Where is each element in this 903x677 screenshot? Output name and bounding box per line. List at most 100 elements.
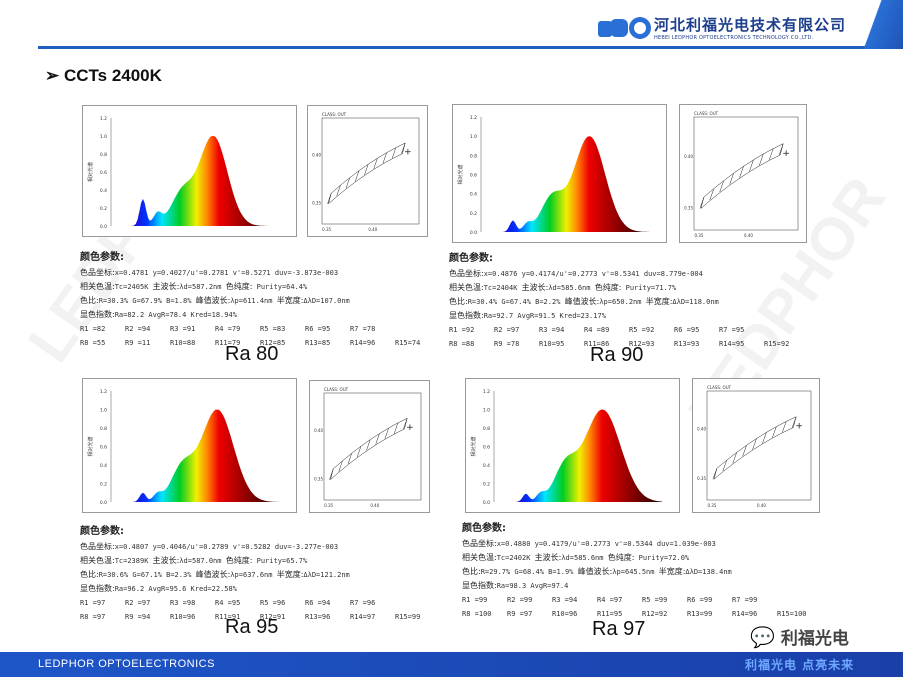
- param-label: 半宽度:: [658, 567, 686, 576]
- ra-label: Ra 90: [590, 344, 644, 366]
- x-tick-label: 0.40: [368, 227, 377, 232]
- bin-divider: [375, 433, 380, 445]
- cri-value: R6 =95: [305, 325, 331, 333]
- y-tick-label: 0.6: [470, 173, 477, 179]
- param-label: 色比:: [462, 567, 481, 576]
- param-value: R=29.7% G=68.4% B=1.9%: [480, 568, 578, 576]
- y-tick-label: 1.0: [100, 408, 107, 414]
- cri-value: R8 =55: [80, 339, 106, 347]
- cri-value: R7 =95: [719, 326, 745, 334]
- cri-value: R13=99: [687, 610, 713, 618]
- footer-slogan: 利福光电 点亮未来: [745, 658, 855, 672]
- spectrum-chart: 0.0 0.2 0.4 0.6 0.8 1.0 1.2 相对光谱: [82, 378, 297, 513]
- bin-divider: [752, 438, 757, 450]
- x-tick-label: 0.35: [694, 233, 703, 238]
- y-tick-label: 0.6: [483, 445, 490, 451]
- bin-divider: [338, 460, 343, 472]
- param-value: R=30.3% G=67.9% B=1.8%: [98, 297, 196, 305]
- param-value: ΔλD=107.0nm: [303, 297, 350, 305]
- cie-plot: CLASS: OUT 0.35 0.40 0.35 0.40 +: [314, 387, 422, 508]
- cri-line: 显色指数:Ra=96.2 AvgR=95.6 Kred=22.58%: [80, 582, 440, 596]
- y-tick-label: 0.40: [697, 427, 706, 432]
- ratio-line: 色比:R=30.4% G=67.4% B=2.2% 峰值波长:λp=650.2n…: [449, 295, 809, 309]
- header-decoration: [850, 0, 903, 49]
- cri-row: R1 =92 R2 =97 R3 =94 R4 =89 R5 =92 R6 =95 R7 =…: [449, 323, 809, 337]
- param-value: Purity=71.7%: [621, 284, 677, 292]
- y-tick-label: 0.40: [314, 428, 323, 433]
- ratio-line: 色比:R=30.6% G=67.1% B=2.3% 峰值波长:λp=637.6n…: [80, 568, 440, 582]
- param-value: λp=645.5nm: [612, 568, 659, 576]
- param-label: 显色指数:: [462, 581, 497, 590]
- y-tick-label: 0.8: [100, 152, 107, 158]
- param-value: Ra=98.3 AvgR=97.4: [496, 582, 569, 590]
- bin-divider: [373, 158, 378, 169]
- y-tick-label: 0.35: [697, 476, 706, 481]
- bin-divider: [329, 468, 334, 480]
- bin-divider: [782, 421, 787, 433]
- y-tick-label: 1.2: [470, 115, 477, 121]
- cie-chromaticity-chart: CLASS: OUT 0.35 0.40 0.35 0.40 +: [309, 380, 430, 513]
- param-value: Purity=72.0%: [634, 554, 690, 562]
- y-tick-label: 0.4: [483, 463, 490, 469]
- cri-value: R13=96: [305, 613, 331, 621]
- cri-value: R7 =99: [732, 596, 758, 604]
- param-label: 显色指数:: [449, 311, 484, 320]
- param-label: 峰值波长:: [195, 296, 231, 305]
- wechat-badge: 💬 利福光电: [750, 624, 849, 650]
- y-tick-label: 0.0: [483, 500, 490, 506]
- spectrum-curve: [498, 136, 650, 232]
- cri-row: R1 =99 R2 =99 R3 =94 R4 =97 R5 =99 R6 =99 R7 =…: [462, 593, 822, 607]
- cri-value: R9 =97: [507, 610, 533, 618]
- spectrum-chart: 0.0 0.2 0.4 0.6 0.8 1.0 1.2 相对光谱: [82, 105, 297, 237]
- param-label: 峰值波长:: [577, 567, 613, 576]
- cri-value: R2 =94: [125, 325, 151, 333]
- y-tick-label: 0.2: [483, 482, 490, 488]
- cie-chromaticity-chart: CLASS: OUT 0.35 0.40 0.35 0.40 +: [307, 105, 428, 237]
- y-tick-label: 1.0: [470, 134, 477, 140]
- wechat-icon: 💬: [750, 624, 775, 649]
- param-label: 色比:: [80, 296, 99, 305]
- param-value: ΔλD=118.0nm: [672, 298, 719, 306]
- bin-divider: [749, 159, 754, 172]
- spectrum-curve: [511, 409, 663, 502]
- cri-value: R10=96: [170, 613, 196, 621]
- x-tick-label: 0.35: [707, 503, 716, 508]
- param-value: x=0.4876 y=0.4174/u'=0.2773 v'=0.5341 du…: [483, 270, 703, 278]
- cie-class-label: CLASS: OUT: [322, 112, 347, 117]
- y-tick-label: 0.0: [100, 224, 107, 230]
- cri-value: R11=95: [597, 610, 623, 618]
- ra-label: Ra 95: [225, 616, 279, 638]
- param-label: 色品坐标:: [80, 268, 115, 277]
- param-label: 色比:: [449, 297, 468, 306]
- cri-value: R15=99: [395, 613, 421, 621]
- param-label: 半宽度:: [276, 296, 304, 305]
- cri-value: R11=91: [215, 613, 241, 621]
- y-tick-label: 1.2: [483, 389, 490, 395]
- bin-quadrangles: [328, 142, 406, 205]
- y-tick-label: 1.0: [100, 134, 107, 140]
- cri-value: R5 =99: [642, 596, 668, 604]
- param-label: 半宽度:: [276, 570, 304, 579]
- cri-value: R10=96: [552, 610, 578, 618]
- cri-value: R7 =96: [350, 599, 376, 607]
- footer-bar: LEDPHOR OPTOELECTRONICS 利福光电 点亮未来: [0, 652, 903, 677]
- cri-value: R12=91: [260, 613, 286, 621]
- bin-divider: [719, 180, 724, 193]
- y-tick-label: 0.6: [100, 445, 107, 451]
- cie-class-label: CLASS: OUT: [694, 111, 719, 116]
- cri-row: R1 =82 R2 =94 R3 =91 R4 =79 R5 =83 R6 =95 R7 =…: [80, 322, 440, 336]
- y-tick-label: 0.4: [100, 188, 107, 194]
- bin-divider: [772, 426, 777, 438]
- parameters-heading: 颜色参数:: [80, 252, 124, 263]
- cri-value: R9 =78: [494, 340, 520, 348]
- y-tick-label: 1.2: [100, 389, 107, 395]
- cie-class-label: CLASS: OUT: [324, 387, 349, 392]
- bin-divider: [336, 185, 341, 196]
- y-axis-label: 相对光谱: [457, 164, 464, 184]
- y-tick-label: 0.8: [470, 153, 477, 159]
- param-label: 显色指数:: [80, 310, 115, 319]
- bin-divider: [327, 193, 332, 204]
- bin-divider: [357, 446, 362, 458]
- bin-divider: [729, 173, 734, 185]
- y-tick-label: 0.4: [100, 463, 107, 469]
